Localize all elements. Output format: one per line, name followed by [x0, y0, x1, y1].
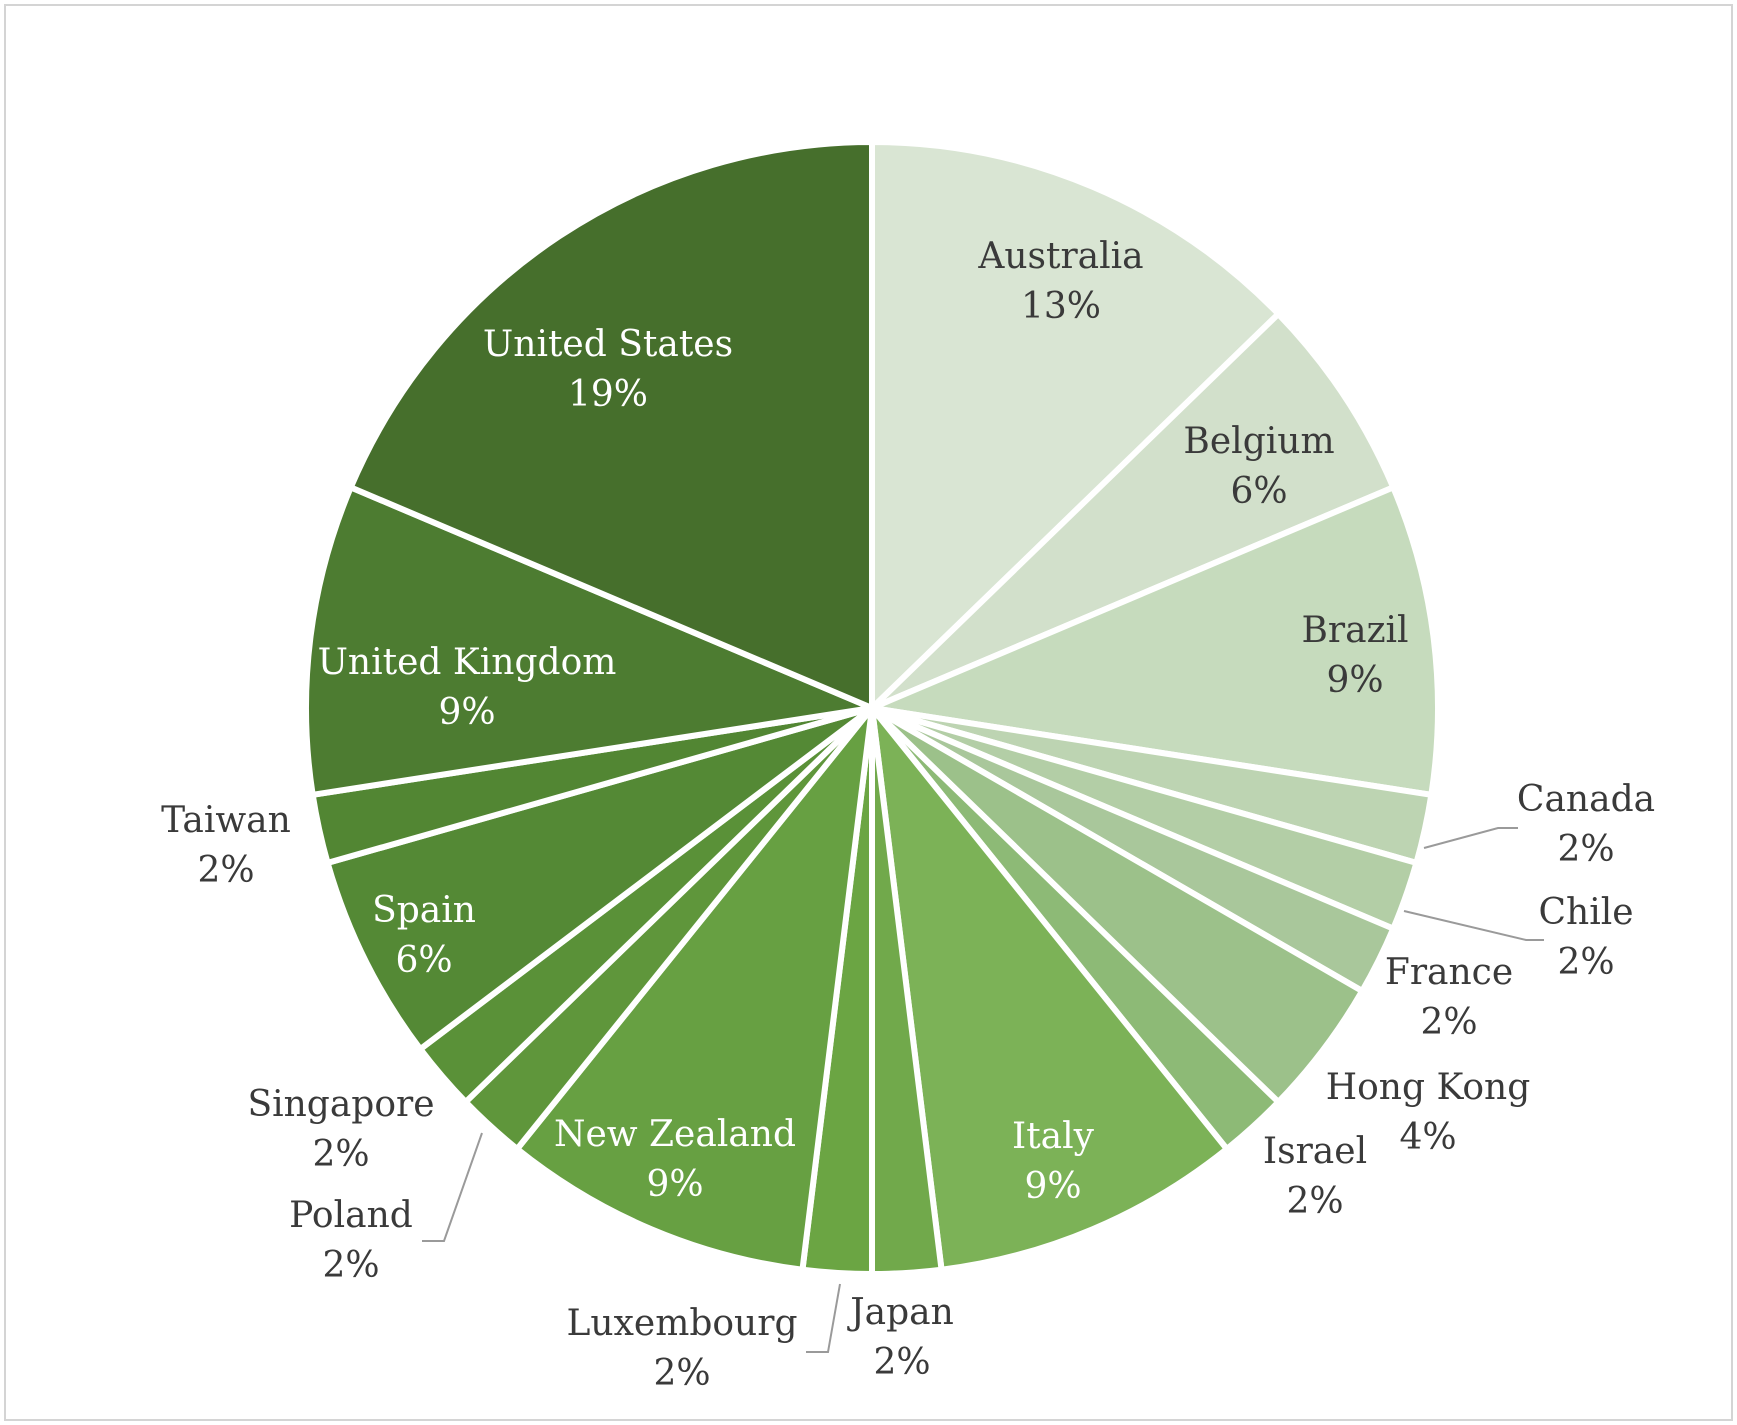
label-luxembourg-name: Luxembourg — [567, 1303, 798, 1344]
chart-frame: Australia 13% Belgium 6% Brazil 9% Canada 2% Chi… — [4, 4, 1733, 1421]
label-united-states-name: United States — [483, 324, 733, 365]
label-belgium-value: 6% — [1230, 471, 1287, 512]
label-spain-value: 6% — [395, 940, 452, 981]
label-canada-name: Canada — [1517, 779, 1655, 820]
slice-new-zealand — [514, 705, 875, 1273]
slice-united-states — [347, 139, 875, 711]
pie-slices — [303, 139, 1441, 1277]
label-israel-value: 2% — [1286, 1181, 1343, 1222]
label-chile-name: Chile — [1538, 892, 1633, 933]
label-united-kingdom: United Kingdom 9% — [318, 642, 617, 733]
label-united-kingdom-name: United Kingdom — [318, 642, 617, 683]
label-taiwan-name: Taiwan — [161, 800, 291, 841]
label-canada-value: 2% — [1557, 829, 1614, 870]
label-singapore: Singapore 2% — [247, 1084, 434, 1175]
label-singapore-name: Singapore — [247, 1084, 434, 1125]
label-italy: Italy 9% — [1012, 1116, 1095, 1207]
label-taiwan-value: 2% — [197, 850, 254, 891]
slice-italy — [869, 705, 1230, 1273]
leader-line-luxembourg — [806, 1283, 841, 1353]
slice-spain — [324, 705, 875, 1053]
label-poland-name: Poland — [289, 1195, 413, 1236]
slice-belgium — [869, 310, 1397, 711]
label-australia-name: Australia — [977, 236, 1143, 277]
label-united-states: United States 19% — [483, 324, 733, 415]
slice-labels: Australia13%Belgium6%Brazil9%Canada2%Chi… — [161, 236, 1655, 1394]
slice-brazil — [869, 484, 1441, 798]
slice-united-kingdom — [303, 484, 875, 798]
label-united-kingdom-value: 9% — [438, 692, 495, 733]
label-italy-value: 9% — [1024, 1166, 1081, 1207]
label-australia-value: 13% — [1021, 286, 1101, 327]
label-new-zealand: New Zealand 9% — [554, 1114, 796, 1205]
pie-chart: Australia13%Belgium6%Brazil9%Canada2%Chi… — [161, 139, 1655, 1394]
label-japan-value: 2% — [873, 1342, 930, 1383]
label-taiwan: Taiwan 2% — [161, 800, 291, 891]
label-singapore-value: 2% — [312, 1134, 369, 1175]
label-japan: Japan 2% — [846, 1292, 954, 1383]
leader-line-chile — [1403, 910, 1544, 941]
label-united-states-value: 19% — [568, 374, 648, 415]
label-chile: Chile 2% — [1538, 892, 1633, 983]
label-japan-name: Japan — [846, 1292, 954, 1333]
label-france-name: France — [1385, 952, 1513, 993]
label-israel-name: Israel — [1263, 1131, 1367, 1172]
label-poland-value: 2% — [322, 1245, 379, 1286]
label-canada: Canada 2% — [1517, 779, 1655, 870]
label-belgium-name: Belgium — [1183, 421, 1334, 462]
label-hong-kong-value: 4% — [1399, 1117, 1456, 1158]
label-brazil-name: Brazil — [1301, 610, 1408, 651]
label-australia: Australia 13% — [977, 236, 1143, 327]
leader-line-canada — [1423, 827, 1518, 849]
label-luxembourg-value: 2% — [653, 1353, 710, 1394]
label-hong-kong-name: Hong Kong — [1326, 1067, 1531, 1108]
label-hong-kong: Hong Kong 4% — [1326, 1067, 1531, 1158]
label-brazil: Brazil 9% — [1301, 610, 1408, 701]
label-luxembourg: Luxembourg 2% — [567, 1303, 798, 1394]
label-brazil-value: 9% — [1326, 660, 1383, 701]
label-france-value: 2% — [1420, 1002, 1477, 1043]
label-new-zealand-value: 9% — [646, 1164, 703, 1205]
label-israel: Israel 2% — [1263, 1131, 1367, 1222]
label-italy-name: Italy — [1012, 1116, 1095, 1157]
leader-lines — [422, 827, 1544, 1353]
label-poland: Poland 2% — [289, 1195, 413, 1286]
label-belgium: Belgium 6% — [1183, 421, 1334, 512]
leader-line-poland — [422, 1132, 483, 1242]
label-chile-value: 2% — [1557, 942, 1614, 983]
slice-australia — [869, 139, 1282, 711]
label-spain-name: Spain — [372, 890, 476, 931]
label-spain: Spain 6% — [372, 890, 476, 981]
label-france: France 2% — [1385, 952, 1513, 1043]
label-new-zealand-name: New Zealand — [554, 1114, 796, 1155]
